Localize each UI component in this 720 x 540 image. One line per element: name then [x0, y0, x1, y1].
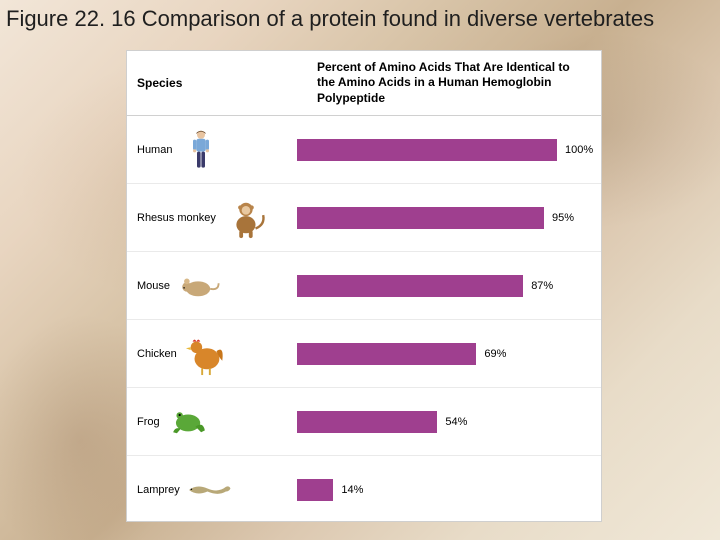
species-cell: Human [127, 124, 297, 176]
chicken-icon [183, 328, 229, 380]
table-row: Mouse 87% [127, 252, 601, 320]
lamprey-icon [186, 464, 232, 516]
bar-cell: 69% [297, 320, 601, 387]
species-label: Human [137, 144, 172, 156]
bar-track [297, 411, 557, 433]
species-label: Mouse [137, 280, 170, 292]
percent-label: 87% [531, 280, 553, 292]
bar-cell: 54% [297, 388, 601, 455]
species-cell: Chicken [127, 328, 297, 380]
monkey-icon [222, 192, 268, 244]
bar-cell: 95% [297, 184, 601, 251]
species-cell: Lamprey [127, 464, 297, 516]
table-row: Human 100% [127, 116, 601, 184]
percent-label: 95% [552, 212, 574, 224]
bar-track [297, 479, 557, 501]
percent-label: 14% [341, 484, 363, 496]
frog-icon [166, 396, 212, 448]
species-label: Chicken [137, 348, 177, 360]
bar-cell: 100% [297, 116, 601, 183]
chart-header-row: Species Percent of Amino Acids That Are … [127, 51, 601, 116]
human-icon [178, 124, 224, 176]
chart-panel: Species Percent of Amino Acids That Are … [126, 50, 602, 522]
bar-track [297, 343, 557, 365]
bar-track [297, 207, 557, 229]
table-row: Rhesus monkey 95% [127, 184, 601, 252]
species-label: Lamprey [137, 484, 180, 496]
bar-track [297, 139, 557, 161]
bar-cell: 14% [297, 456, 601, 523]
species-label: Frog [137, 416, 160, 428]
species-label: Rhesus monkey [137, 212, 216, 224]
species-cell: Mouse [127, 260, 297, 312]
bar-track [297, 275, 557, 297]
bar [297, 139, 557, 161]
table-row: Frog 54% [127, 388, 601, 456]
table-row: Lamprey 14% [127, 456, 601, 523]
species-cell: Frog [127, 396, 297, 448]
table-row: Chicken 69% [127, 320, 601, 388]
mouse-icon [176, 260, 222, 312]
percent-label: 54% [445, 416, 467, 428]
bar [297, 411, 437, 433]
species-cell: Rhesus monkey [127, 192, 297, 244]
figure-title: Figure 22. 16 Comparison of a protein fo… [6, 6, 714, 32]
bar [297, 343, 476, 365]
species-column-header: Species [127, 51, 307, 115]
bar [297, 479, 333, 501]
bar-cell: 87% [297, 252, 601, 319]
percent-column-header: Percent of Amino Acids That Are Identica… [307, 51, 601, 115]
bar [297, 275, 523, 297]
percent-label: 69% [484, 348, 506, 360]
bar [297, 207, 544, 229]
percent-label: 100% [565, 144, 593, 156]
